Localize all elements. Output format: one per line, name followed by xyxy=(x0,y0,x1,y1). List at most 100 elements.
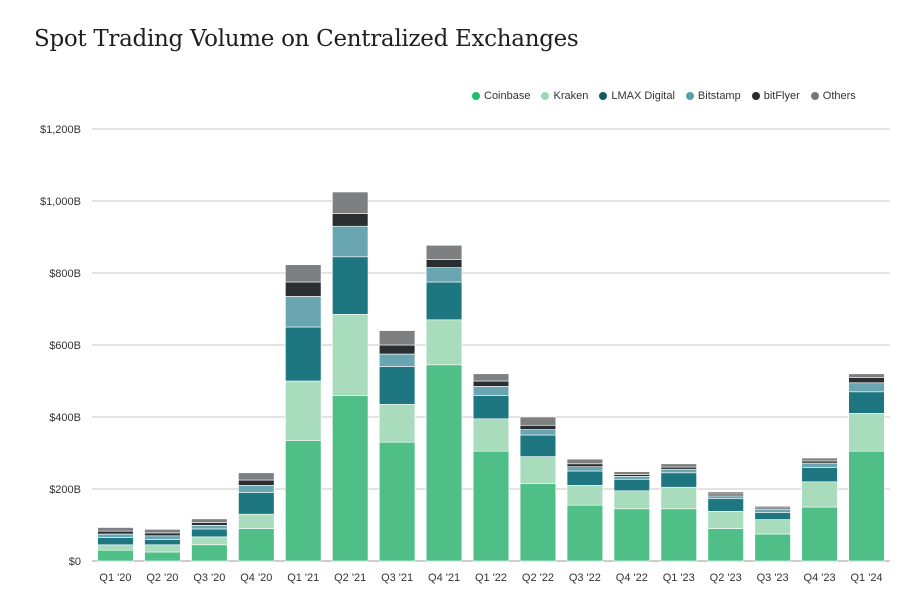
bar-segment-others xyxy=(144,529,181,534)
bar-segment-coinbase xyxy=(285,440,322,562)
bar-segment-lmax-digital xyxy=(332,256,369,315)
bar-segment-coinbase xyxy=(425,364,463,562)
y-tick-label: $400B xyxy=(49,412,81,424)
bar-segment-kraken xyxy=(848,413,885,452)
bar-segment-others xyxy=(613,471,650,475)
bar-segment-bitflyer xyxy=(238,479,275,486)
x-tick-label: Q3 '20 xyxy=(193,572,225,584)
bar-segment-bitflyer xyxy=(566,463,604,467)
legend-label-coinbase: Coinbase xyxy=(484,90,531,102)
bar-segment-others xyxy=(425,244,463,260)
bar-segment-others xyxy=(707,491,744,495)
bar-segment-kraken xyxy=(660,486,697,510)
x-tick-label: Q1 '23 xyxy=(663,572,695,584)
bar-segment-bitstamp xyxy=(97,533,134,538)
bar-segment-kraken xyxy=(191,536,228,546)
bar-segment-bitflyer xyxy=(425,259,463,268)
x-tick-label: Q4 '22 xyxy=(616,572,648,584)
bar-segment-lmax-digital xyxy=(801,467,838,483)
bar-segment-kraken xyxy=(519,456,557,484)
bar-segment-kraken xyxy=(707,511,744,529)
bar-segment-coinbase xyxy=(144,551,181,562)
bar-segment-lmax-digital xyxy=(191,528,228,538)
x-tick-label: Q3 '23 xyxy=(757,572,789,584)
y-tick-label: $200B xyxy=(49,484,81,496)
bar-segment-bitstamp xyxy=(238,485,275,493)
bar-segment-others xyxy=(378,330,416,346)
x-tick-label: Q4 '20 xyxy=(240,572,272,584)
bar-segment-others xyxy=(754,505,791,509)
bar-segment-coinbase xyxy=(97,549,134,562)
bar-segment-bitstamp xyxy=(801,462,838,468)
x-tick-label: Q1 '20 xyxy=(99,572,131,584)
bar-segment-bitstamp xyxy=(566,466,604,472)
bar-segment-others xyxy=(285,264,322,283)
bar-segment-lmax-digital xyxy=(378,366,416,405)
bar-segment-others xyxy=(801,457,838,462)
x-tick-label: Q1 '22 xyxy=(475,572,507,584)
bar-segment-kraken xyxy=(332,314,369,396)
bar-segment-others xyxy=(519,416,557,426)
bar-segment-bitstamp xyxy=(472,386,510,396)
bar-segment-kraken xyxy=(566,485,604,506)
bar-segment-lmax-digital xyxy=(754,512,791,520)
x-tick-label: Q3 '22 xyxy=(569,572,601,584)
x-tick-label: Q2 '21 xyxy=(334,572,366,584)
bar-segment-kraken xyxy=(144,544,181,553)
bar-segment-coinbase xyxy=(332,395,369,562)
bar-segment-others xyxy=(472,373,510,382)
legend-swatch-bitstamp xyxy=(685,92,694,100)
legend-swatch-lmax-digital xyxy=(599,92,608,100)
bar-segment-bitflyer xyxy=(332,213,369,227)
bar-segment-coinbase xyxy=(707,528,744,562)
bar-segment-others xyxy=(97,527,134,532)
bar-segment-bitstamp xyxy=(378,353,416,367)
bar-segment-bitstamp xyxy=(285,296,322,328)
bar-segment-coinbase xyxy=(519,483,557,562)
legend-swatch-others xyxy=(810,92,819,100)
bar-segment-lmax-digital xyxy=(472,395,510,420)
bar-segment-kraken xyxy=(613,490,650,510)
y-tick-label: $1,200B xyxy=(40,124,81,136)
bar-segment-bitflyer xyxy=(378,344,416,355)
bar-segment-bitflyer xyxy=(472,380,510,387)
bar-segment-bitflyer xyxy=(144,532,181,537)
x-tick-label: Q4 '21 xyxy=(428,572,460,584)
bar-segment-lmax-digital xyxy=(660,472,697,488)
bar-segment-bitstamp xyxy=(144,535,181,540)
bar-segment-bitstamp xyxy=(191,525,228,530)
legend-swatch-bitflyer xyxy=(751,92,760,100)
legend-swatch-kraken xyxy=(541,92,550,100)
x-tick-label: Q1 '21 xyxy=(287,572,319,584)
y-tick-label: $800B xyxy=(49,268,81,280)
chart-title: Spot Trading Volume on Centralized Excha… xyxy=(34,26,579,52)
legend-label-lmax-digital: LMAX Digital xyxy=(611,90,675,102)
legend-item-others: Others xyxy=(810,90,856,102)
bar-segment-others xyxy=(660,463,697,468)
legend-item-lmax-digital: LMAX Digital xyxy=(599,90,675,102)
bar-segment-others xyxy=(191,518,228,523)
bar-segment-bitflyer xyxy=(285,281,322,297)
bar-segment-lmax-digital xyxy=(285,326,322,382)
bar-segment-kraken xyxy=(754,519,791,535)
bar-segment-kraken xyxy=(425,319,463,366)
x-tick-label: Q3 '21 xyxy=(381,572,413,584)
legend-item-bitflyer: bitFlyer xyxy=(751,90,800,102)
x-tick-label: Q2 '22 xyxy=(522,572,554,584)
legend-item-kraken: Kraken xyxy=(541,90,588,102)
bar-segment-bitstamp xyxy=(332,225,369,258)
bar-segment-coinbase xyxy=(754,533,791,562)
bar-segment-lmax-digital xyxy=(613,478,650,492)
bar-segment-bitstamp xyxy=(660,468,697,474)
bar-segment-others xyxy=(566,458,604,465)
bar-segment-bitflyer xyxy=(801,460,838,464)
bar-segment-coinbase xyxy=(801,506,838,562)
bar-segment-others xyxy=(238,472,275,481)
bar-segment-bitflyer xyxy=(848,377,885,384)
y-tick-label: $600B xyxy=(49,340,81,352)
bar-segment-coinbase xyxy=(566,504,604,562)
legend-label-others: Others xyxy=(822,90,856,102)
bar-segment-coinbase xyxy=(848,450,885,562)
x-tick-label: Q4 '23 xyxy=(804,572,836,584)
legend-label-kraken: Kraken xyxy=(553,90,589,102)
